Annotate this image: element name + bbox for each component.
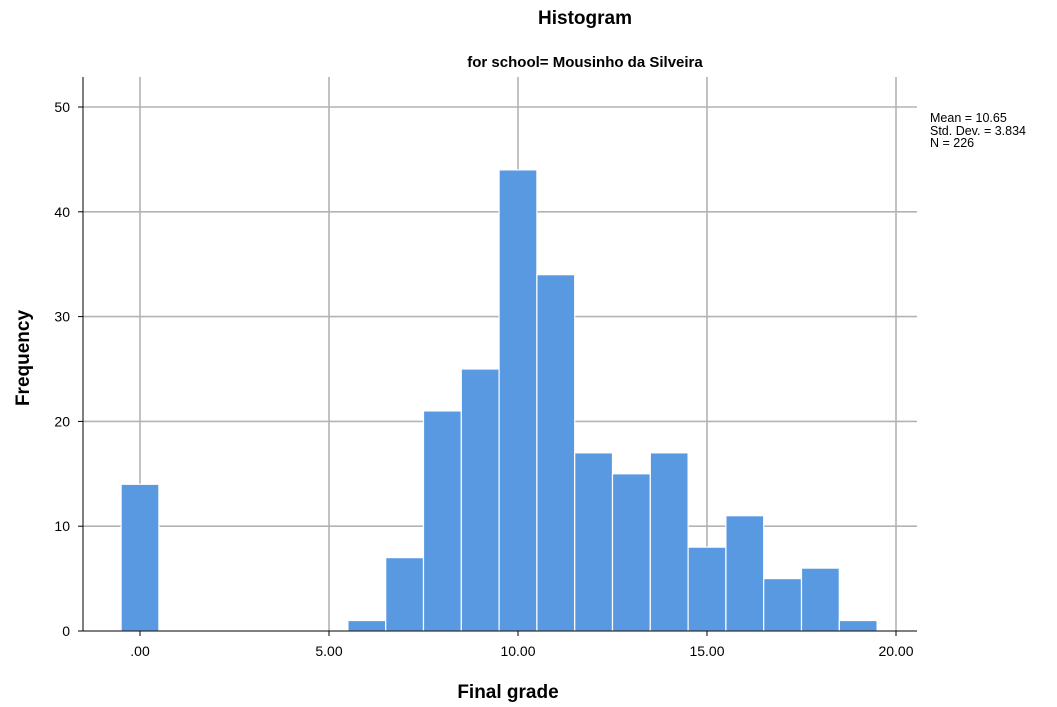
histogram-bar [838,619,878,632]
histogram-bar [763,577,803,632]
y-tick-labels: 0 10 20 30 40 50 [54,99,70,639]
histogram-bar [649,452,689,632]
histogram-bar [725,515,765,632]
chart-subtitle: for school= Mousinho da Silveira [467,54,703,71]
stat-std-dev: Std. Dev. = 3.834 [930,123,1027,138]
x-tick-label: 20.00 [878,643,913,659]
histogram-bar [574,452,614,632]
x-tick-labels: .00 5.00 10.00 15.00 20.00 [130,643,913,659]
histogram-bar [687,546,727,632]
histogram-bar [460,368,500,632]
y-tick-label: 30 [54,309,70,325]
stat-n: N = 226 [930,136,975,150]
stats-legend: Mean = 10.65 Std. Dev. = 3.834 N = 226 [930,112,1026,150]
histogram-bar [498,169,538,632]
histogram-bar [422,410,462,632]
axes [78,77,917,636]
x-tick-label: .00 [130,643,150,659]
histogram-bar [611,473,651,632]
histogram-bar [800,567,840,632]
y-tick-label: 50 [54,99,70,115]
histogram-bar [536,274,576,632]
x-axis-label: Final grade [457,682,558,703]
y-tick-label: 0 [62,623,70,639]
histogram-bars [120,169,878,632]
y-tick-label: 10 [54,518,70,534]
x-tick-label: 15.00 [689,643,724,659]
stat-mean: Mean = 10.65 [930,111,1007,125]
x-tick-label: 5.00 [315,643,342,659]
chart-title: Histogram [538,8,632,29]
y-tick-label: 20 [54,413,70,429]
histogram-bar [347,619,387,632]
x-tick-label: 10.00 [500,643,535,659]
histogram-bar [385,557,425,632]
y-tick-label: 40 [54,204,70,220]
y-axis-label: Frequency [13,310,34,407]
histogram-bar [120,483,160,632]
